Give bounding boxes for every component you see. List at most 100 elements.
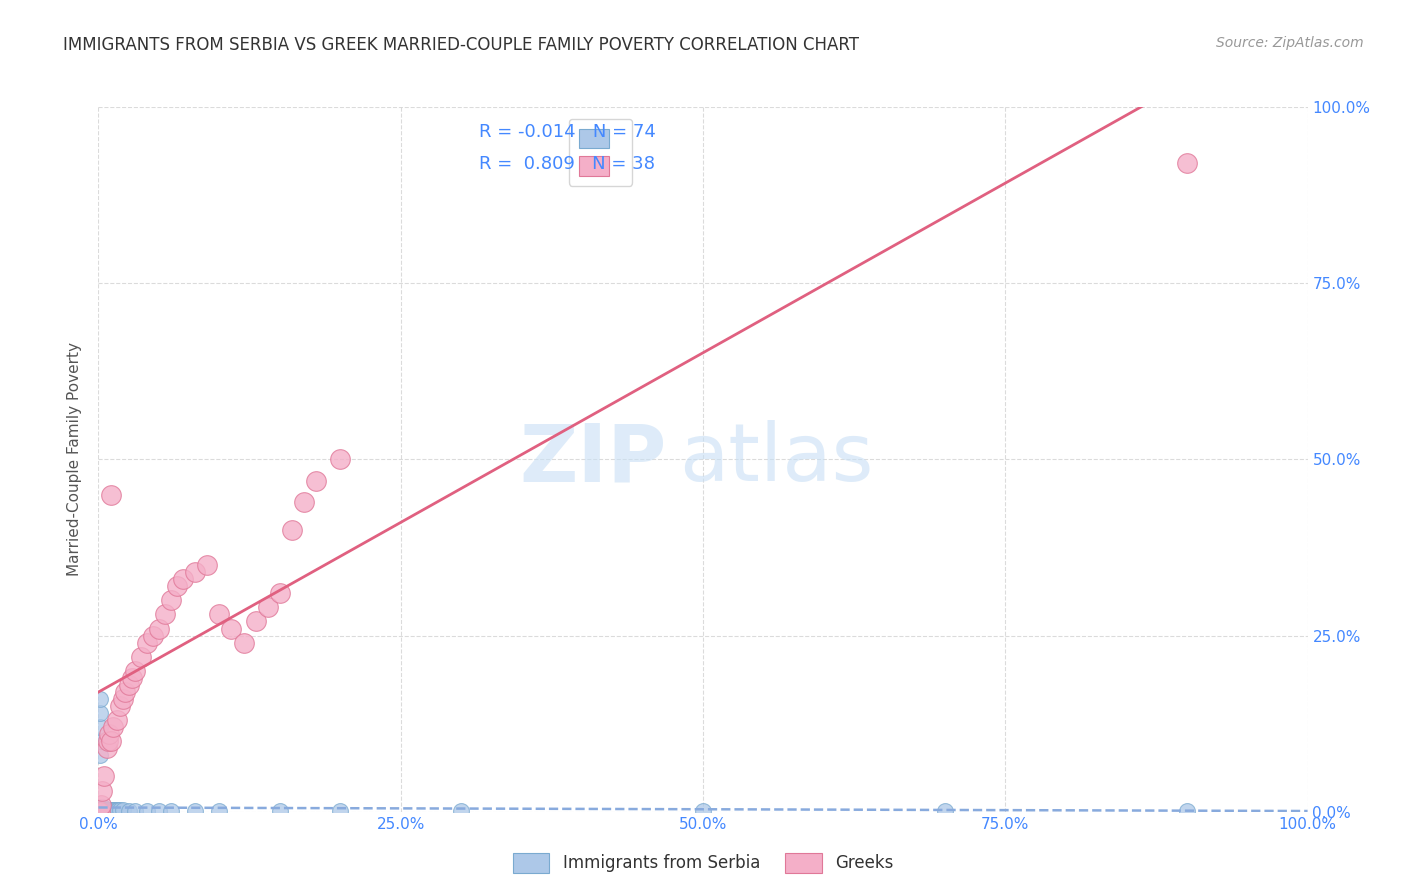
Point <box>100 803 122 817</box>
Point <box>107 803 129 817</box>
Point <box>91 799 114 814</box>
Point <box>329 452 352 467</box>
Point <box>135 635 157 649</box>
Point <box>89 803 111 817</box>
Point <box>96 803 118 817</box>
Point <box>111 692 134 706</box>
Point <box>94 804 117 818</box>
Point <box>89 805 111 819</box>
Point <box>111 803 134 817</box>
Point <box>89 804 111 818</box>
Point <box>142 628 165 642</box>
Point <box>89 803 111 817</box>
Point <box>118 804 141 818</box>
Point <box>96 803 118 817</box>
Point <box>90 803 112 817</box>
Point <box>166 579 188 593</box>
Point <box>221 622 243 636</box>
Point <box>90 797 112 812</box>
Point <box>90 805 112 819</box>
Point <box>148 804 170 818</box>
Point <box>94 803 117 817</box>
Point <box>97 803 120 817</box>
Point <box>91 804 114 818</box>
Point <box>90 802 112 816</box>
Point <box>305 474 328 488</box>
Point <box>100 487 122 501</box>
Point <box>104 803 127 817</box>
Point <box>101 720 124 734</box>
Point <box>89 720 111 734</box>
Point <box>94 803 117 817</box>
Point <box>100 803 122 817</box>
Point <box>934 804 956 818</box>
Point <box>208 804 231 818</box>
Point <box>450 804 472 818</box>
Point <box>91 803 114 817</box>
Point <box>160 593 183 607</box>
Point <box>98 727 121 741</box>
Point <box>101 803 124 817</box>
Point <box>90 800 112 814</box>
Point <box>89 706 111 720</box>
Point <box>89 734 111 748</box>
Legend: Immigrants from Serbia, Greeks: Immigrants from Serbia, Greeks <box>506 847 900 880</box>
Point <box>93 802 115 816</box>
Legend: , : , <box>568 119 631 186</box>
Point <box>97 734 120 748</box>
Point <box>90 799 112 814</box>
Point <box>269 804 291 818</box>
Point <box>93 803 115 817</box>
Point <box>91 801 114 815</box>
Point <box>93 804 115 818</box>
Point <box>118 678 141 692</box>
Point <box>105 713 128 727</box>
Point <box>184 565 207 579</box>
Point <box>91 800 114 814</box>
Point <box>108 699 131 714</box>
Point <box>93 801 115 815</box>
Text: R = -0.014   N = 74: R = -0.014 N = 74 <box>479 122 657 141</box>
Point <box>91 783 114 797</box>
Point <box>269 586 291 600</box>
Point <box>124 664 146 678</box>
Point <box>91 805 114 819</box>
Point <box>160 804 183 818</box>
Point <box>91 802 114 816</box>
Point <box>91 802 114 816</box>
Point <box>208 607 231 622</box>
Point <box>91 801 114 815</box>
Point <box>292 494 315 508</box>
Point <box>172 572 194 586</box>
Point <box>97 803 120 817</box>
Point <box>90 803 112 817</box>
Point <box>93 769 115 784</box>
Text: IMMIGRANTS FROM SERBIA VS GREEK MARRIED-COUPLE FAMILY POVERTY CORRELATION CHART: IMMIGRANTS FROM SERBIA VS GREEK MARRIED-… <box>63 36 859 54</box>
Y-axis label: Married-Couple Family Poverty: Married-Couple Family Poverty <box>67 343 83 576</box>
Point <box>91 803 114 817</box>
Point <box>100 734 122 748</box>
Point <box>89 800 111 814</box>
Point <box>89 805 111 819</box>
Point <box>124 804 146 818</box>
Text: R =  0.809   N = 38: R = 0.809 N = 38 <box>479 155 655 173</box>
Point <box>692 804 714 818</box>
Point <box>121 671 143 685</box>
Point <box>89 802 111 816</box>
Point <box>114 685 136 699</box>
Point <box>89 692 111 706</box>
Point <box>89 805 111 819</box>
Point <box>90 804 112 818</box>
Point <box>1175 156 1198 170</box>
Point <box>91 805 114 819</box>
Point <box>1175 804 1198 818</box>
Point <box>90 801 112 815</box>
Point <box>245 615 267 629</box>
Point <box>256 600 278 615</box>
Point <box>89 748 111 763</box>
Point <box>89 801 111 815</box>
Point <box>91 803 114 817</box>
Point <box>129 649 152 664</box>
Point <box>89 805 111 819</box>
Point <box>329 804 352 818</box>
